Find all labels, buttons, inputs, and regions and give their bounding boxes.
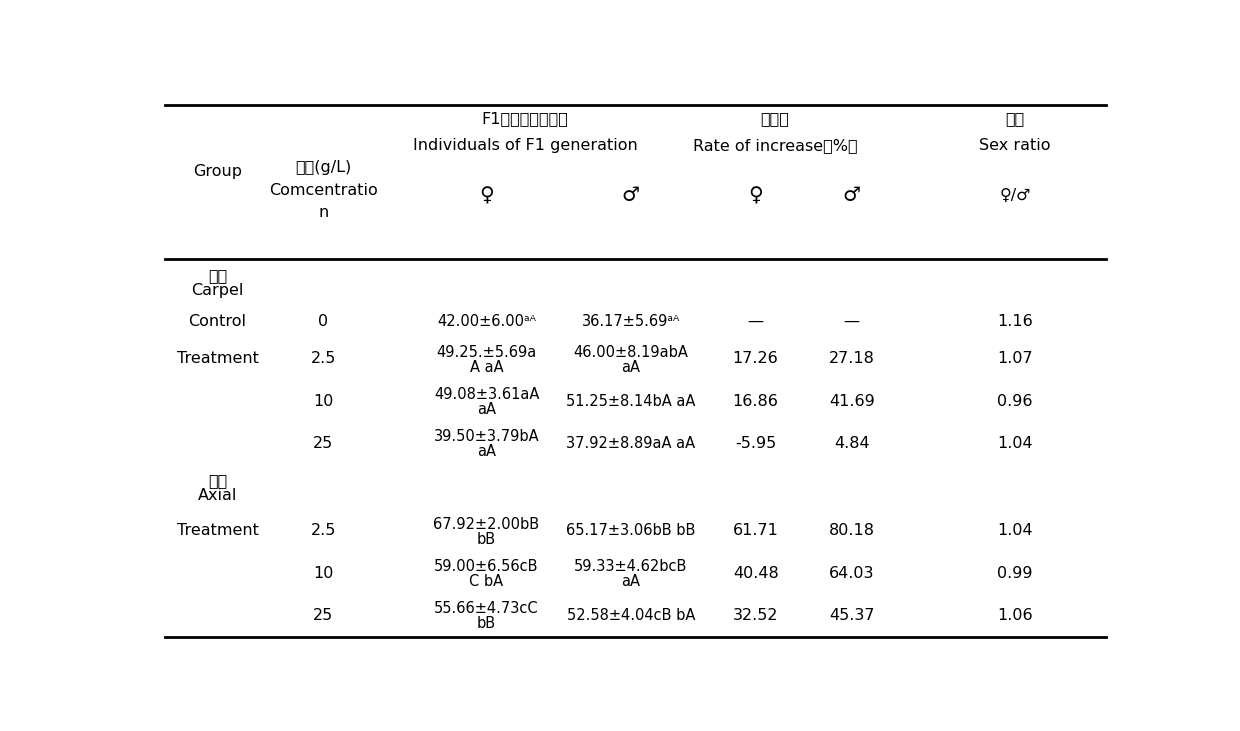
Text: 40.48: 40.48 [733, 566, 779, 580]
Text: aA: aA [621, 574, 640, 589]
Text: 59.00±6.56cB: 59.00±6.56cB [434, 559, 539, 574]
Text: ♀: ♀ [748, 186, 763, 205]
Text: Group: Group [193, 164, 242, 178]
Text: 36.17±5.69ᵃᴬ: 36.17±5.69ᵃᴬ [582, 314, 680, 329]
Text: 51.25±8.14bA aA: 51.25±8.14bA aA [565, 394, 696, 409]
Text: F1果蝇数量（只）: F1果蝇数量（只） [481, 111, 568, 126]
Text: 1.06: 1.06 [997, 608, 1033, 623]
Text: n: n [317, 205, 329, 220]
Text: Control: Control [188, 314, 247, 329]
Text: 2.5: 2.5 [310, 523, 336, 539]
Text: A aA: A aA [470, 360, 503, 375]
Text: Axial: Axial [197, 488, 237, 503]
Text: 浓度(g/L): 浓度(g/L) [295, 160, 351, 175]
Text: 10: 10 [312, 394, 334, 409]
Text: 32.52: 32.52 [733, 608, 779, 623]
Text: 67.92±2.00bB: 67.92±2.00bB [434, 517, 539, 531]
Text: 49.25.±5.69a: 49.25.±5.69a [436, 345, 537, 360]
Text: Rate of increase（%）: Rate of increase（%） [692, 137, 857, 153]
Text: 49.08±3.61aA: 49.08±3.61aA [434, 387, 539, 402]
Text: aA: aA [477, 402, 496, 417]
Text: Individuals of F1 generation: Individuals of F1 generation [413, 137, 637, 153]
Text: 性比: 性比 [1006, 111, 1024, 126]
Text: 80.18: 80.18 [828, 523, 874, 539]
Text: —: — [843, 314, 859, 329]
Text: 1.16: 1.16 [997, 314, 1033, 329]
Text: 0.99: 0.99 [997, 566, 1033, 580]
Text: 45.37: 45.37 [830, 608, 874, 623]
Text: -5.95: -5.95 [735, 436, 776, 451]
Text: 17.26: 17.26 [733, 352, 779, 366]
Text: 1.04: 1.04 [997, 523, 1033, 539]
Text: 0: 0 [319, 314, 329, 329]
Text: 42.00±6.00ᵃᴬ: 42.00±6.00ᵃᴬ [438, 314, 536, 329]
Text: C bA: C bA [470, 574, 503, 589]
Text: 1.04: 1.04 [997, 436, 1033, 451]
Text: 55.66±4.73cC: 55.66±4.73cC [434, 601, 539, 616]
Text: ♀: ♀ [479, 186, 494, 205]
Text: Carpel: Carpel [191, 283, 243, 298]
Text: 65.17±3.06bB bB: 65.17±3.06bB bB [565, 523, 696, 539]
Text: ♂: ♂ [843, 186, 861, 205]
Text: 46.00±8.19abA: 46.00±8.19abA [573, 345, 688, 360]
Text: bB: bB [477, 532, 496, 547]
Text: —: — [748, 314, 764, 329]
Text: Treatment: Treatment [176, 352, 258, 366]
Text: 39.50±3.79bA: 39.50±3.79bA [434, 429, 539, 444]
Text: 增殖率: 增殖率 [760, 111, 790, 126]
Text: 41.69: 41.69 [828, 394, 874, 409]
Text: 25: 25 [312, 436, 334, 451]
Text: 1.07: 1.07 [997, 352, 1033, 366]
Text: 果瓣: 果瓣 [208, 268, 227, 283]
Text: 4.84: 4.84 [835, 436, 869, 451]
Text: 16.86: 16.86 [733, 394, 779, 409]
Text: 61.71: 61.71 [733, 523, 779, 539]
Text: 中轴: 中轴 [208, 473, 227, 488]
Text: 10: 10 [312, 566, 334, 580]
Text: ♀/♂: ♀/♂ [999, 189, 1030, 203]
Text: 64.03: 64.03 [830, 566, 874, 580]
Text: Sex ratio: Sex ratio [980, 137, 1050, 153]
Text: ♂: ♂ [621, 186, 640, 205]
Text: 0.96: 0.96 [997, 394, 1033, 409]
Text: 25: 25 [312, 608, 334, 623]
Text: aA: aA [621, 360, 640, 375]
Text: aA: aA [477, 444, 496, 459]
Text: 2.5: 2.5 [310, 352, 336, 366]
Text: Treatment: Treatment [176, 523, 258, 539]
Text: bB: bB [477, 616, 496, 632]
Text: 52.58±4.04cB bA: 52.58±4.04cB bA [567, 608, 694, 623]
Text: 27.18: 27.18 [828, 352, 874, 366]
Text: Comcentratio: Comcentratio [269, 183, 377, 197]
Text: 59.33±4.62bcB: 59.33±4.62bcB [574, 559, 687, 574]
Text: 37.92±8.89aA aA: 37.92±8.89aA aA [567, 436, 696, 451]
